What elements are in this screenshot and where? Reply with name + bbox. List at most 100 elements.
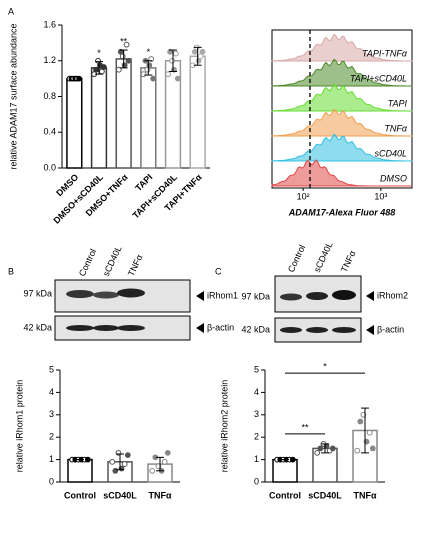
bar	[272, 458, 298, 483]
x-tick-label: 10²	[297, 191, 310, 201]
band	[280, 327, 302, 333]
kda-label: 97 kDa	[241, 291, 270, 301]
y-tick-label: 0.8	[43, 91, 56, 101]
legend-label: DMSO	[380, 173, 407, 183]
kda-label: 97 kDa	[23, 288, 52, 298]
y-tick-label: 1	[254, 454, 259, 464]
lane-label: Control	[286, 243, 307, 274]
data-point	[366, 429, 373, 436]
bar	[189, 55, 206, 169]
data-point	[161, 458, 168, 465]
y-axis-label: relative iRhom1 protein	[14, 380, 24, 473]
y-tick-label: 3	[254, 409, 259, 419]
kda-label: 42 kDa	[23, 322, 52, 332]
data-point	[164, 449, 171, 456]
band	[306, 292, 328, 300]
data-point	[112, 467, 119, 474]
y-tick-label: 1.6	[43, 19, 56, 29]
arrow	[366, 291, 374, 301]
band	[280, 293, 302, 301]
bar	[67, 458, 93, 483]
protein-label: β-actin	[377, 324, 404, 334]
legend-label: TNFα	[384, 123, 407, 133]
band	[332, 290, 356, 300]
y-tick-label: 3	[49, 409, 54, 419]
panel-label: B	[8, 266, 14, 276]
band	[117, 325, 145, 331]
band	[306, 327, 328, 333]
y-tick-label: 4	[49, 387, 54, 397]
data-point	[100, 64, 107, 70]
data-point	[121, 62, 128, 69]
kda-label: 42 kDa	[241, 324, 270, 334]
x-tick-label: TAPI	[133, 172, 154, 193]
data-point	[125, 57, 132, 64]
band	[332, 327, 356, 333]
y-axis-label: relative iRhom2 protein	[219, 380, 229, 473]
band	[93, 325, 119, 331]
significance: **	[120, 36, 128, 46]
bar	[115, 58, 132, 169]
histogram-curve	[271, 33, 413, 62]
y-tick-label: 1	[49, 454, 54, 464]
band	[93, 291, 119, 299]
data-point	[123, 41, 130, 48]
data-point	[354, 447, 361, 454]
data-point	[119, 53, 126, 60]
data-point	[169, 57, 175, 64]
lane-label: sCD40L	[101, 244, 124, 278]
data-point	[124, 452, 131, 459]
data-point	[317, 445, 324, 452]
significance: *	[323, 361, 327, 371]
histogram-curve	[271, 108, 413, 137]
data-point	[149, 467, 156, 474]
legend-label: TAPI-TNFα	[362, 48, 408, 58]
x-tick-label: sCD40L	[103, 490, 137, 500]
protein-label: iRhom1	[207, 290, 238, 300]
histogram-curve	[271, 58, 413, 87]
data-point	[146, 62, 153, 69]
bar	[90, 67, 108, 169]
arrow	[196, 291, 204, 301]
data-point	[165, 71, 172, 78]
legend-label: TAPI+sCD40L	[350, 73, 407, 83]
data-point	[369, 445, 376, 452]
legend-label: sCD40L	[374, 148, 407, 158]
data-point	[289, 456, 296, 463]
y-tick-label: 0.0	[43, 162, 56, 172]
y-axis-label: relative ADAM17 surface abundance	[8, 23, 18, 169]
band	[66, 325, 94, 331]
data-point	[150, 75, 157, 82]
data-point	[357, 418, 364, 425]
x-tick-label: TNFα	[148, 490, 171, 500]
data-point	[314, 449, 321, 456]
significance: **	[301, 422, 309, 432]
band	[117, 288, 145, 298]
lane-label: TNFα	[339, 249, 358, 274]
data-point	[115, 66, 122, 73]
histogram-curve	[271, 83, 413, 112]
data-point	[174, 75, 181, 82]
significance: *	[97, 48, 101, 58]
data-point	[93, 66, 100, 73]
lane-label: Control	[77, 247, 98, 278]
protein-label: iRhom2	[377, 290, 408, 300]
y-tick-label: 1.2	[43, 55, 56, 65]
data-point	[329, 445, 336, 452]
y-tick-label: 0.4	[43, 127, 56, 137]
x-tick-label: 10³	[374, 191, 387, 201]
data-point	[199, 48, 206, 55]
data-point	[84, 456, 91, 463]
y-tick-label: 5	[254, 364, 259, 374]
y-tick-label: 0	[49, 476, 54, 486]
y-tick-label: 5	[49, 364, 54, 374]
blot-b	[54, 279, 191, 341]
bar	[140, 67, 157, 169]
band	[66, 290, 94, 298]
data-point	[172, 50, 179, 57]
y-tick-label: 0	[254, 476, 259, 486]
arrow	[366, 325, 374, 335]
legend-label: TAPI	[388, 98, 408, 108]
x-axis-label: ADAM17-Alexa Fluor 488	[288, 207, 396, 217]
